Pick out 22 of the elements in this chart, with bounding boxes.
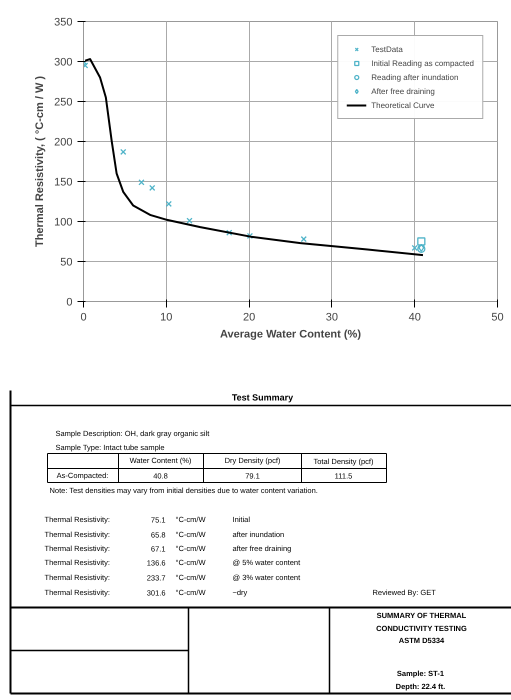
y-tick-label: 100 <box>54 216 73 228</box>
x-tick-label: 50 <box>491 312 504 324</box>
text: Test Summary <box>232 392 294 402</box>
legend-label: Initial Reading as compacted <box>371 58 474 68</box>
legend-label: Theoretical Curve <box>371 100 434 110</box>
y-tick-label: 350 <box>54 16 73 28</box>
y-tick-label: 300 <box>54 56 73 68</box>
y-tick-label: 200 <box>54 136 73 148</box>
x-tick-label: 10 <box>160 312 172 324</box>
x-tick-label: 0 <box>80 312 87 324</box>
x-axis-title: Average Water Content (%) <box>220 328 362 340</box>
legend-label: TestData <box>371 44 403 54</box>
y-tick-label: 50 <box>60 256 73 268</box>
y-axis-title: Thermal Resistivity, ( °C-cm / W ) <box>34 76 46 248</box>
y-tick-label: 0 <box>66 296 73 308</box>
x-tick-label: 30 <box>326 312 338 324</box>
x-tick-label: 20 <box>242 312 256 324</box>
legend-label: After free draining <box>371 86 435 96</box>
legend-label: Reading after inundation <box>371 72 458 82</box>
y-tick-label: 150 <box>54 176 73 188</box>
x-tick-label: 40 <box>408 312 421 324</box>
y-tick-label: 250 <box>54 96 73 108</box>
